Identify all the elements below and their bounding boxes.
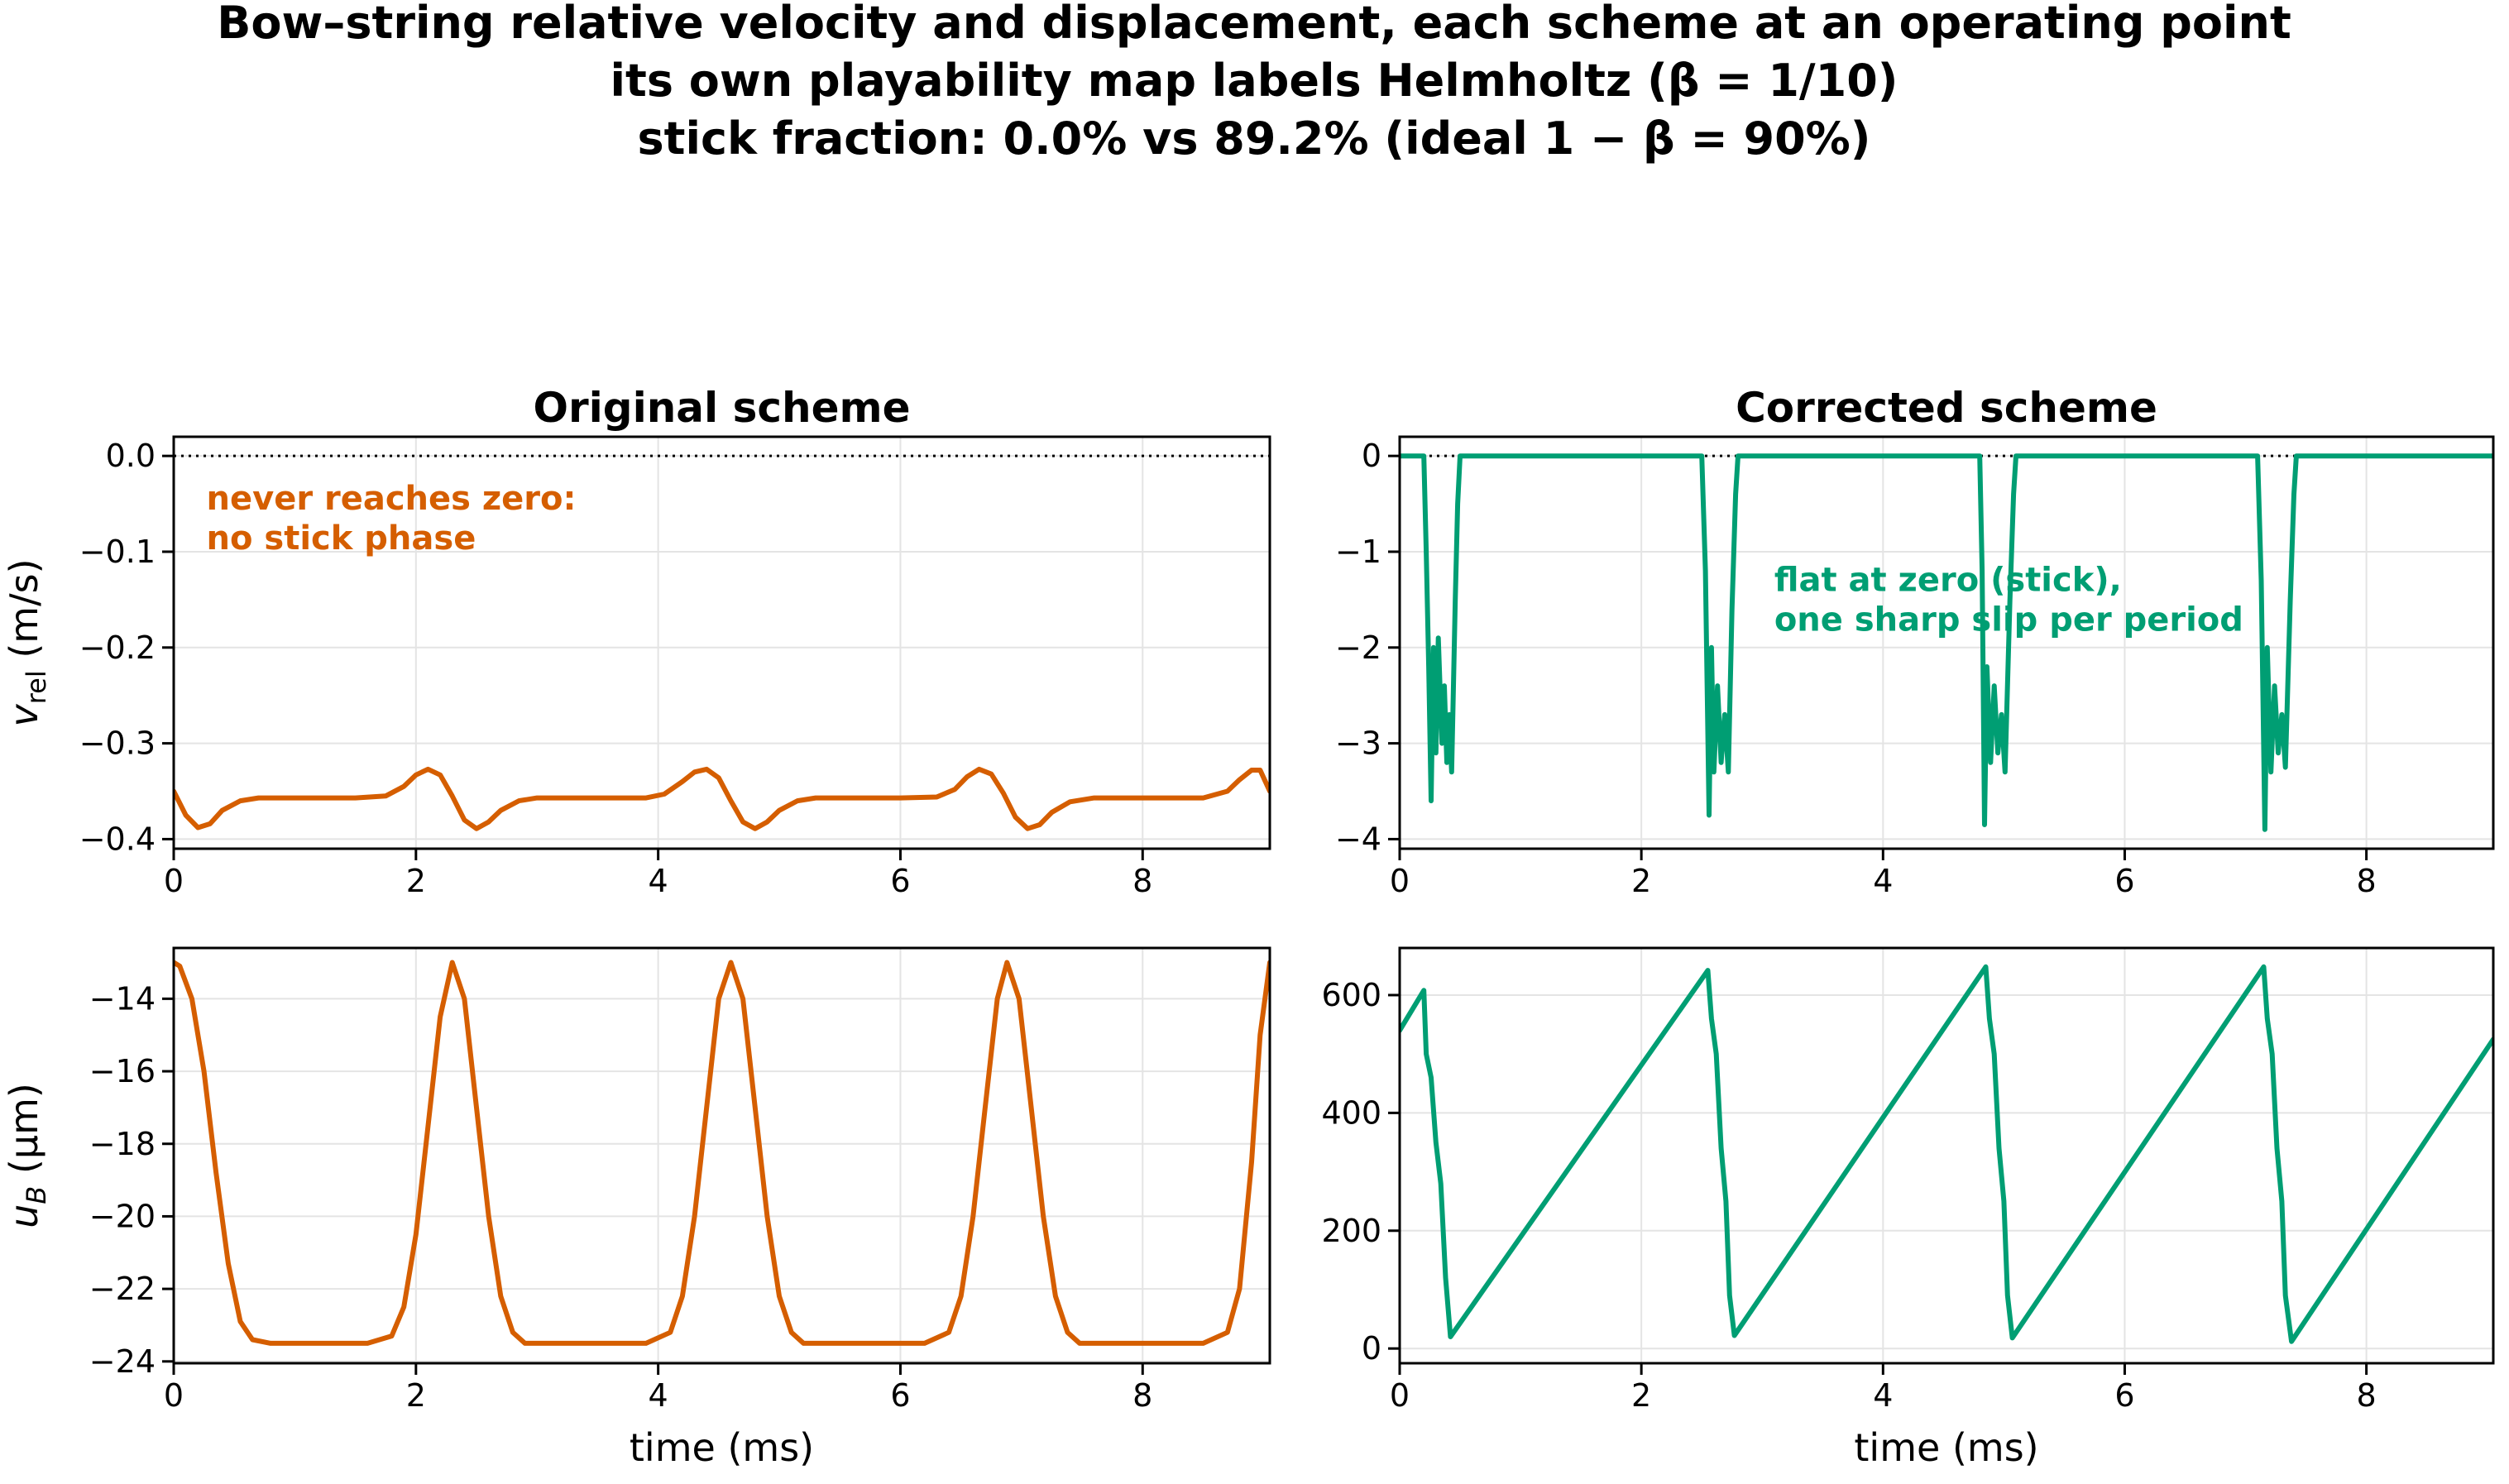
y-axis-label: uB (μm)	[2, 1083, 52, 1228]
x-tick-label: 4	[1873, 1377, 1893, 1414]
axes-frame	[1398, 435, 2495, 850]
x-tick-label: 2	[1631, 863, 1651, 899]
axes-frame	[172, 435, 1271, 850]
y-tick-label: −16	[89, 1053, 156, 1089]
y-tick-label: −1	[1335, 534, 1381, 570]
panel-orig-disp: 0 2 4 6 8 −14 −16 −18 −20 −22 −24 time (ms) uB (μm)	[2, 946, 1271, 1470]
y-tick-label: −18	[89, 1126, 156, 1162]
figure-title: Bow–string relative velocity and displac…	[217, 0, 2291, 165]
axes-frame	[172, 946, 1271, 1365]
x-tick-label: 0	[164, 1377, 184, 1414]
y-tick-label: 400	[1321, 1094, 1381, 1131]
y-tick-label: 200	[1321, 1213, 1381, 1249]
x-tick-label: 6	[2114, 1377, 2134, 1414]
annotation-text: never reaches zero:	[207, 480, 577, 518]
annotation-text: flat at zero (stick),	[1774, 561, 2122, 599]
y-tick-label: −0.3	[79, 725, 156, 762]
series-line-0	[174, 766, 1270, 831]
x-tick-label: 2	[406, 863, 426, 899]
x-tick-label: 8	[2357, 1377, 2377, 1414]
y-tick-label: −0.4	[79, 821, 156, 857]
x-tick-label: 0	[1390, 1377, 1410, 1414]
x-tick-label: 8	[2357, 863, 2377, 899]
x-tick-label: 4	[649, 1377, 668, 1414]
series-line-0	[174, 960, 1270, 1346]
panel-orig-vel: 0 2 4 6 8 0.0 −0.1 −0.2 −0.3 −0.4 Original scheme v…	[2, 384, 1271, 899]
x-tick-label: 6	[2114, 863, 2134, 899]
x-tick-label: 8	[1132, 863, 1152, 899]
series-line-0	[1400, 453, 2493, 832]
x-tick-label: 4	[649, 863, 668, 899]
y-tick-label: −0.1	[79, 534, 156, 570]
y-tick-label: −3	[1335, 725, 1381, 762]
y-tick-label: −2	[1335, 630, 1381, 666]
x-tick-label: 4	[1873, 863, 1893, 899]
x-axis-label: time (ms)	[1854, 1425, 2038, 1470]
axes-frame	[1398, 946, 2495, 1365]
figure-title-line-3: stick fraction: 0.0% vs 89.2% (ideal 1 −…	[638, 112, 1871, 165]
y-tick-label: 0.0	[106, 438, 156, 474]
y-axis-label: vrel (m/s)	[2, 558, 52, 726]
y-tick-label: 0	[1362, 438, 1381, 474]
panel-title: Original scheme	[533, 384, 910, 432]
y-tick-label: −0.2	[79, 630, 156, 666]
x-tick-label: 8	[1132, 1377, 1152, 1414]
y-tick-label: −14	[89, 980, 156, 1017]
annotation-text: no stick phase	[207, 519, 476, 558]
x-tick-label: 0	[164, 863, 184, 899]
x-tick-label: 6	[890, 1377, 910, 1414]
y-tick-label: −22	[89, 1271, 156, 1307]
x-tick-label: 2	[1631, 1377, 1651, 1414]
figure-title-line-2: its own playability map labels Helmholtz…	[610, 55, 1899, 107]
x-tick-label: 0	[1390, 863, 1410, 899]
x-tick-label: 2	[406, 1377, 426, 1414]
annotation-text: one sharp slip per period	[1774, 601, 2243, 639]
figure-title-line-1: Bow–string relative velocity and displac…	[217, 0, 2291, 49]
y-tick-label: −4	[1335, 821, 1381, 857]
x-tick-label: 6	[890, 863, 910, 899]
y-tick-label: −20	[89, 1198, 156, 1234]
y-tick-label: 0	[1362, 1330, 1381, 1367]
panel-corr-disp: 0 2 4 6 8 0 200 400 600 time (ms)	[1321, 946, 2495, 1470]
panel-title: Corrected scheme	[1736, 384, 2157, 432]
series-line-0	[1400, 964, 2493, 1344]
panel-corr-vel: 0 2 4 6 8 0 −1 −2 −3 −4 Corrected scheme flat at ze…	[1335, 384, 2495, 899]
y-tick-label: 600	[1321, 977, 1381, 1013]
x-axis-label: time (ms)	[630, 1425, 814, 1470]
y-tick-label: −24	[89, 1343, 156, 1380]
